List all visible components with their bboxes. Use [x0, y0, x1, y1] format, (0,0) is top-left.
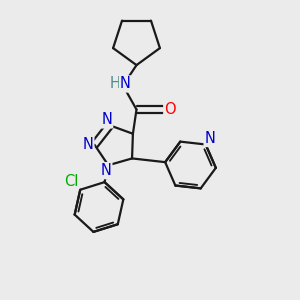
Text: Cl: Cl — [64, 174, 78, 189]
Text: N: N — [101, 112, 112, 128]
Text: O: O — [164, 102, 176, 117]
Text: N: N — [82, 137, 93, 152]
Text: N: N — [120, 76, 131, 92]
Text: N: N — [100, 163, 111, 178]
Text: H: H — [109, 76, 120, 92]
Text: N: N — [205, 131, 215, 146]
